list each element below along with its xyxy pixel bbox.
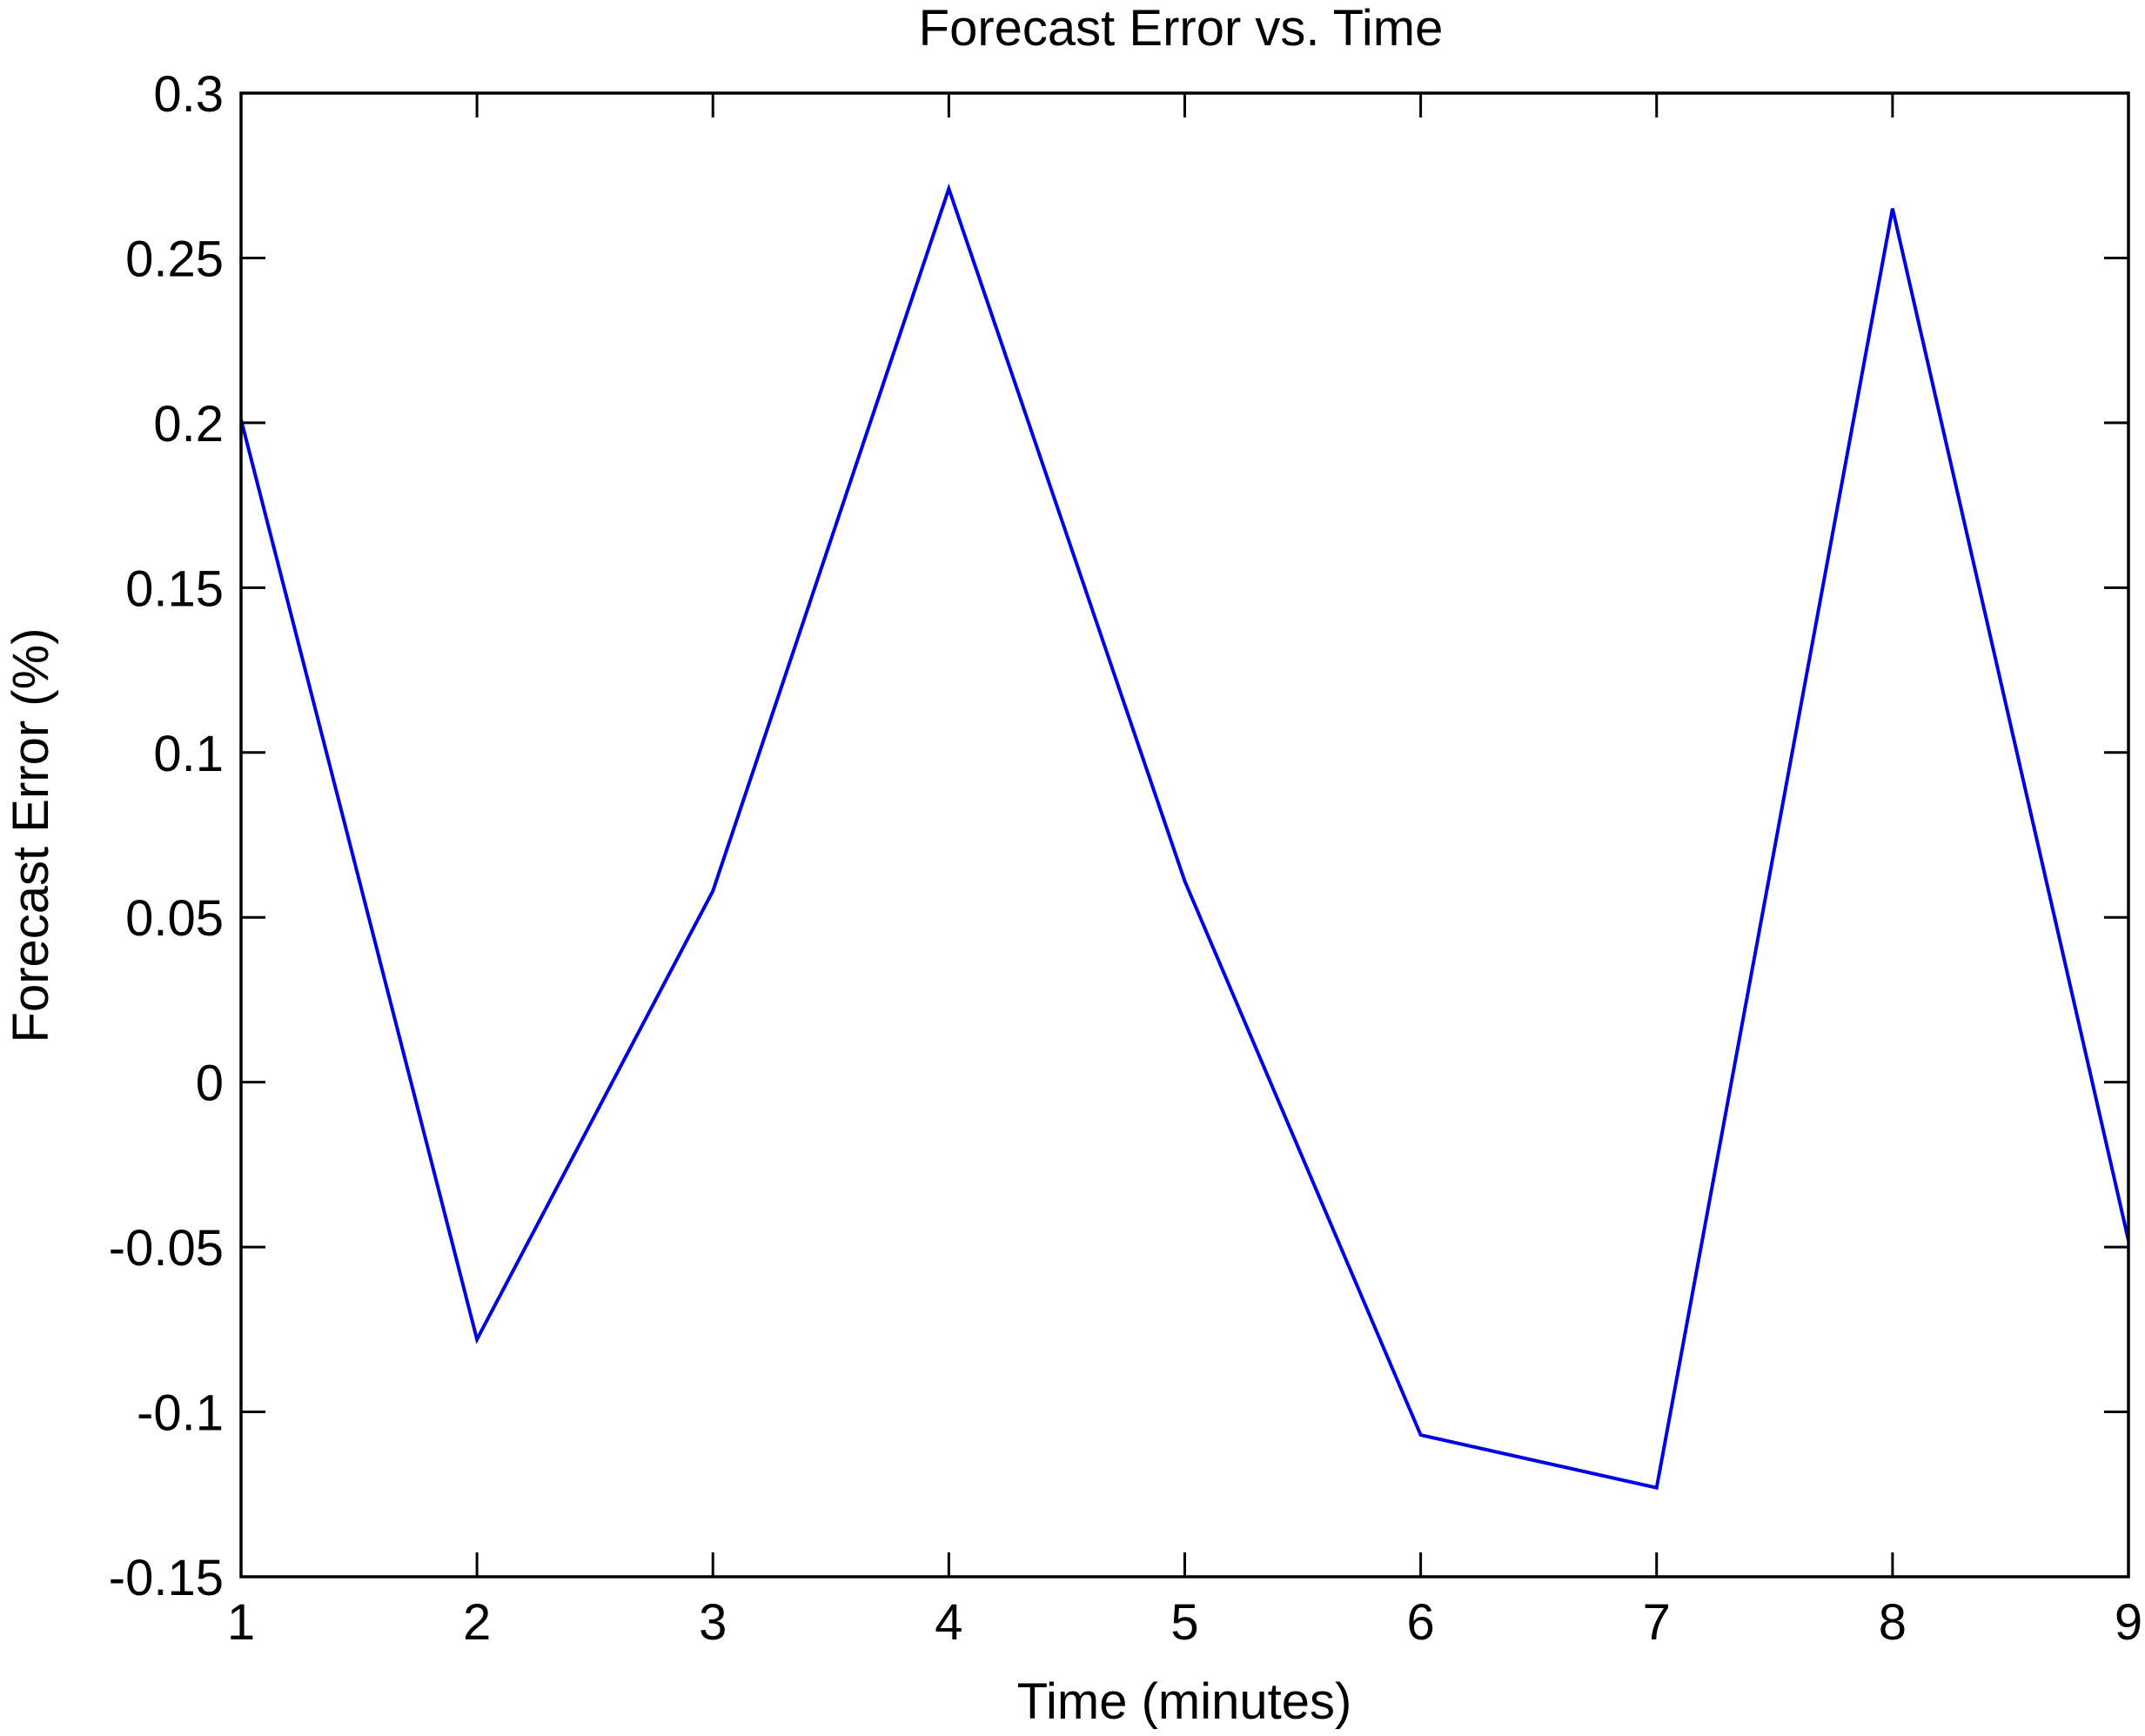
y-tick-label: -0.05 [109, 1220, 224, 1277]
y-tick-label: 0.25 [125, 231, 224, 287]
x-tick-label: 3 [699, 1594, 727, 1651]
x-tick-label: 9 [2115, 1594, 2142, 1651]
series [239, 183, 2130, 1491]
chart-title: Forecast Error vs. Time [919, 0, 1444, 57]
x-tick-label: 4 [935, 1594, 962, 1651]
y-tick-label: 0 [196, 1056, 224, 1112]
y-tick-label: 0.2 [153, 396, 224, 452]
tick-labels: 1 2 3 4 5 6 7 8 9 -0.15 -0.1 -0.05 0 0.05 0.1 0.15 0.2 0.… [109, 66, 2142, 1651]
y-tick-label: -0.1 [137, 1385, 224, 1442]
x-tick-label: 5 [1170, 1594, 1198, 1651]
x-axis-title: Time (minutes) [1017, 1673, 1352, 1730]
series-line [239, 183, 2130, 1491]
x-tick-label: 6 [1406, 1594, 1434, 1651]
x-tick-label: 2 [463, 1594, 491, 1651]
x-tick-label: 8 [1879, 1594, 1907, 1651]
y-tick-label: 0.3 [153, 66, 224, 123]
axes-frame [239, 91, 2130, 1578]
y-tick-label: 0.05 [125, 890, 224, 947]
x-tick-label: 7 [1643, 1594, 1671, 1651]
y-tick-label: 0.1 [153, 726, 224, 782]
ticks [239, 91, 2130, 1578]
x-tick-label: 1 [227, 1594, 255, 1651]
y-tick-label: 0.15 [125, 560, 224, 617]
y-tick-label: -0.15 [109, 1550, 224, 1606]
y-axis-title: Forecast Error (%) [3, 628, 59, 1043]
